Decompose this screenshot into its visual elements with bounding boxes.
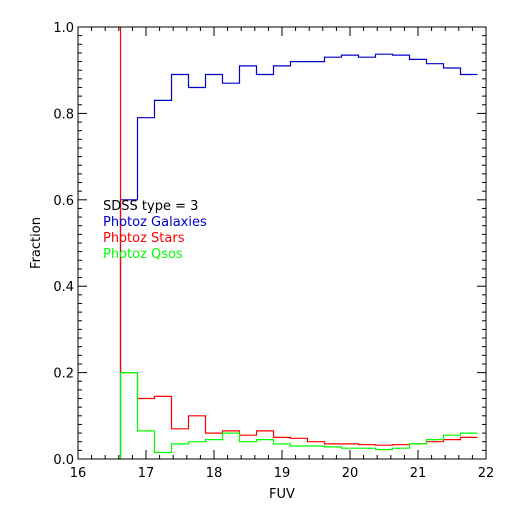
y-axis-label: Fraction [29, 217, 44, 269]
x-tick-label: 19 [274, 466, 291, 481]
x-tick-label: 16 [70, 466, 87, 481]
x-tick-label: 22 [478, 466, 495, 481]
annotation-sdss-type: SDSS type = 3 [103, 199, 198, 214]
x-tick-label: 17 [138, 466, 155, 481]
ticks-layer: 16 17 18 19 20 21 22 0.0 0.2 0.4 0.6 0.8 1.0 [53, 21, 494, 481]
x-tick-label: 20 [342, 466, 359, 481]
x-tick-label: 18 [206, 466, 223, 481]
y-tick-label: 0.6 [53, 194, 74, 209]
series-layer [119, 27, 478, 459]
y-tick-label: 0.4 [53, 280, 74, 295]
series-line-photoz-qsos [119, 372, 478, 459]
y-tick-label: 1.0 [53, 21, 74, 36]
y-tick-label: 0.8 [53, 107, 74, 122]
legend-stars: Photoz Stars [103, 231, 185, 246]
legend-galaxies: Photoz Galaxies [103, 215, 207, 230]
y-tick-label: 0.0 [53, 453, 74, 468]
y-tick-label: 0.2 [53, 367, 74, 382]
x-axis-label: FUV [269, 487, 295, 502]
series-line-photoz-galaxies [119, 53, 478, 459]
x-tick-label: 21 [410, 466, 427, 481]
legend-qsos: Photoz Qsos [103, 247, 183, 262]
